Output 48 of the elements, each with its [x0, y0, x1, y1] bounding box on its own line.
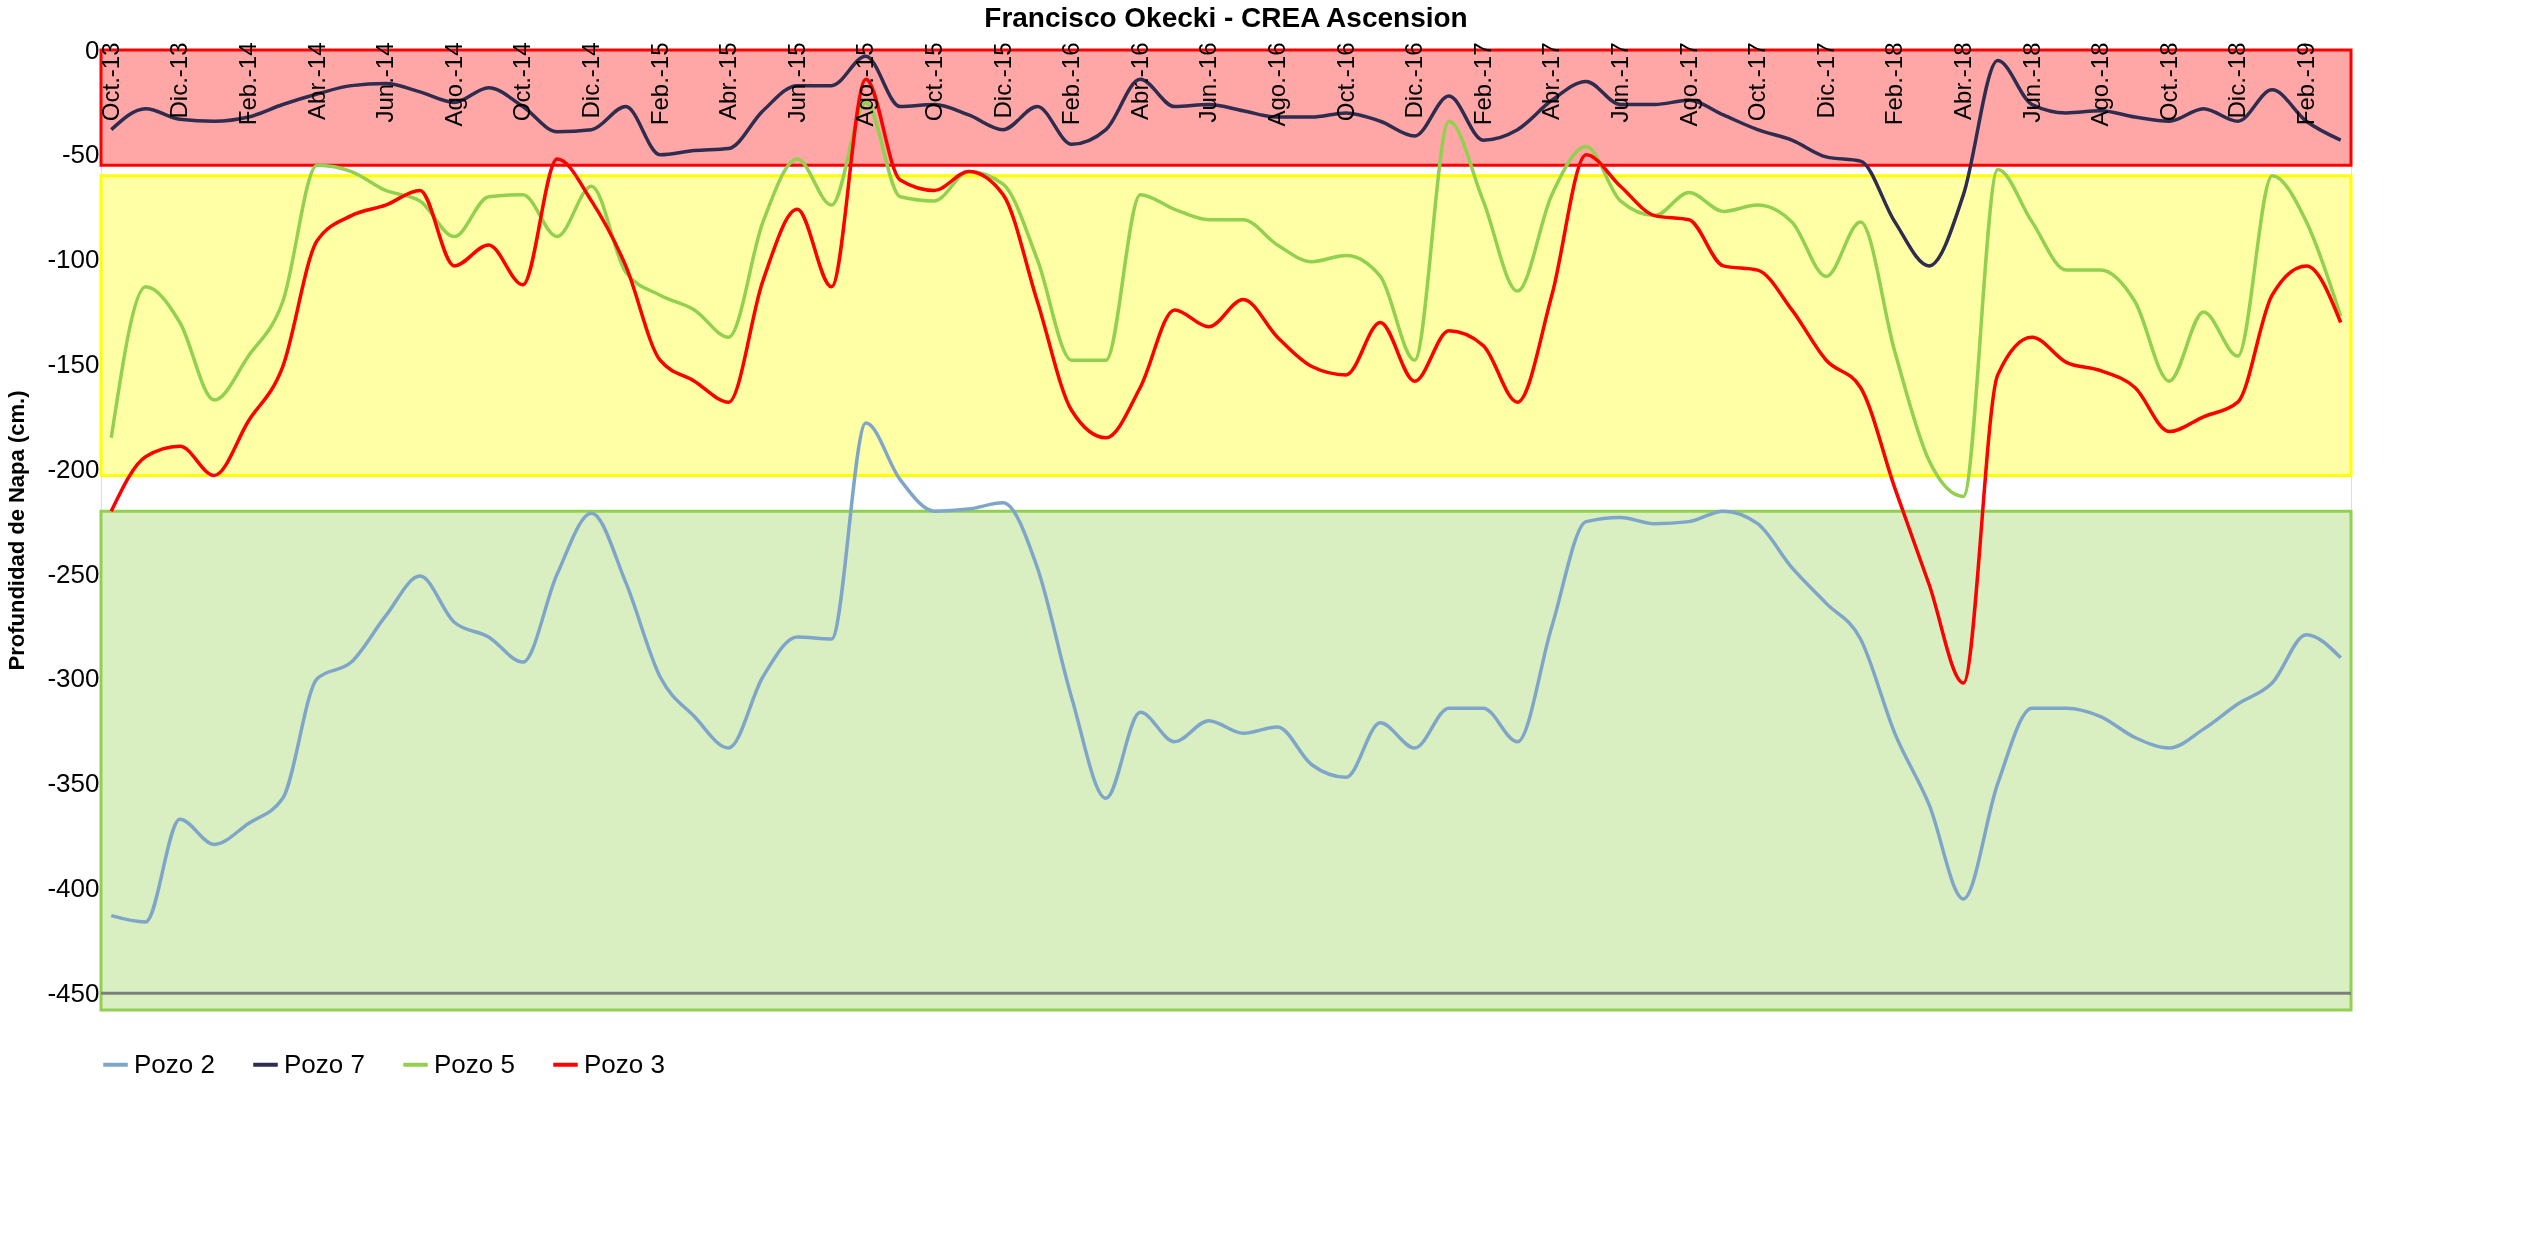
x-tick-label: Jun.-18 [2017, 42, 2045, 123]
x-tick-label: Dic.-17 [1811, 42, 1839, 119]
legend-label: Pozo 5 [434, 1048, 515, 1079]
line-series [109, 421, 2343, 924]
x-tick-label: Feb.-17 [1468, 42, 1496, 126]
x-tick-label: Oct.-16 [1331, 42, 1359, 122]
legend-label: Pozo 3 [584, 1048, 665, 1079]
x-tick-label: Abr.-16 [1125, 42, 1153, 120]
y-tick-label: -400 [47, 872, 100, 903]
y-tick-label: -300 [47, 663, 100, 694]
y-tick-label: -150 [47, 348, 100, 379]
x-tick-label: Abr.-14 [302, 42, 330, 120]
y-tick-label: -250 [47, 558, 100, 589]
x-tick-label: Oct.-14 [508, 42, 536, 122]
x-tick-label: Feb.-18 [1880, 42, 1908, 126]
x-tick-label: Ago.-17 [1674, 42, 1702, 127]
x-tick-label: Jun.-15 [782, 42, 810, 123]
x-tick-label: Ago.-15 [851, 42, 879, 127]
x-tick-label: Ago.-18 [2086, 42, 2114, 127]
y-tick-label: -200 [47, 453, 100, 484]
x-tick-label: Abr.-17 [1537, 42, 1565, 120]
x-tick-label: Ago.-14 [439, 42, 467, 127]
y-tick-label: -350 [47, 768, 100, 799]
x-tick-label: Jun.-16 [1194, 42, 1222, 123]
y-tick-label: -50 [61, 139, 100, 170]
y-tick-label: -100 [47, 244, 100, 275]
x-tick-label: Feb.-15 [645, 42, 673, 126]
y-tick-label: -450 [47, 977, 100, 1008]
x-tick-label: Oct.-18 [2154, 42, 2182, 122]
y-axis-title: Profundidad de Napa (cm.) [4, 390, 30, 671]
x-tick-label: Dic.-15 [988, 42, 1016, 119]
x-tick-label: Dic.-13 [165, 42, 193, 119]
legend-label: Pozo 7 [284, 1048, 365, 1079]
x-tick-label: Oct.-17 [1743, 42, 1771, 122]
x-tick-label: Abr.-15 [714, 42, 742, 120]
x-tick-label: Jun.-14 [371, 42, 399, 123]
x-tick-label: Feb.-19 [2291, 42, 2319, 126]
x-tick-label: Ago.-16 [1262, 42, 1290, 127]
chart-title: Francisco Okecki - CREA Ascension [984, 2, 1468, 33]
x-tick-label: Dic.-16 [1400, 42, 1428, 119]
x-tick-label: Dic.-18 [2223, 42, 2251, 119]
x-tick-label: Jun.-17 [1605, 42, 1633, 123]
x-tick-label: Feb.-16 [1057, 42, 1085, 126]
x-tick-label: Feb.-14 [233, 42, 261, 126]
x-tick-label: Abr.-18 [1948, 42, 1976, 120]
x-tick-label: Dic.-14 [576, 42, 604, 119]
legend-label: Pozo 2 [134, 1048, 215, 1079]
x-tick-label: Oct.-15 [919, 42, 947, 122]
